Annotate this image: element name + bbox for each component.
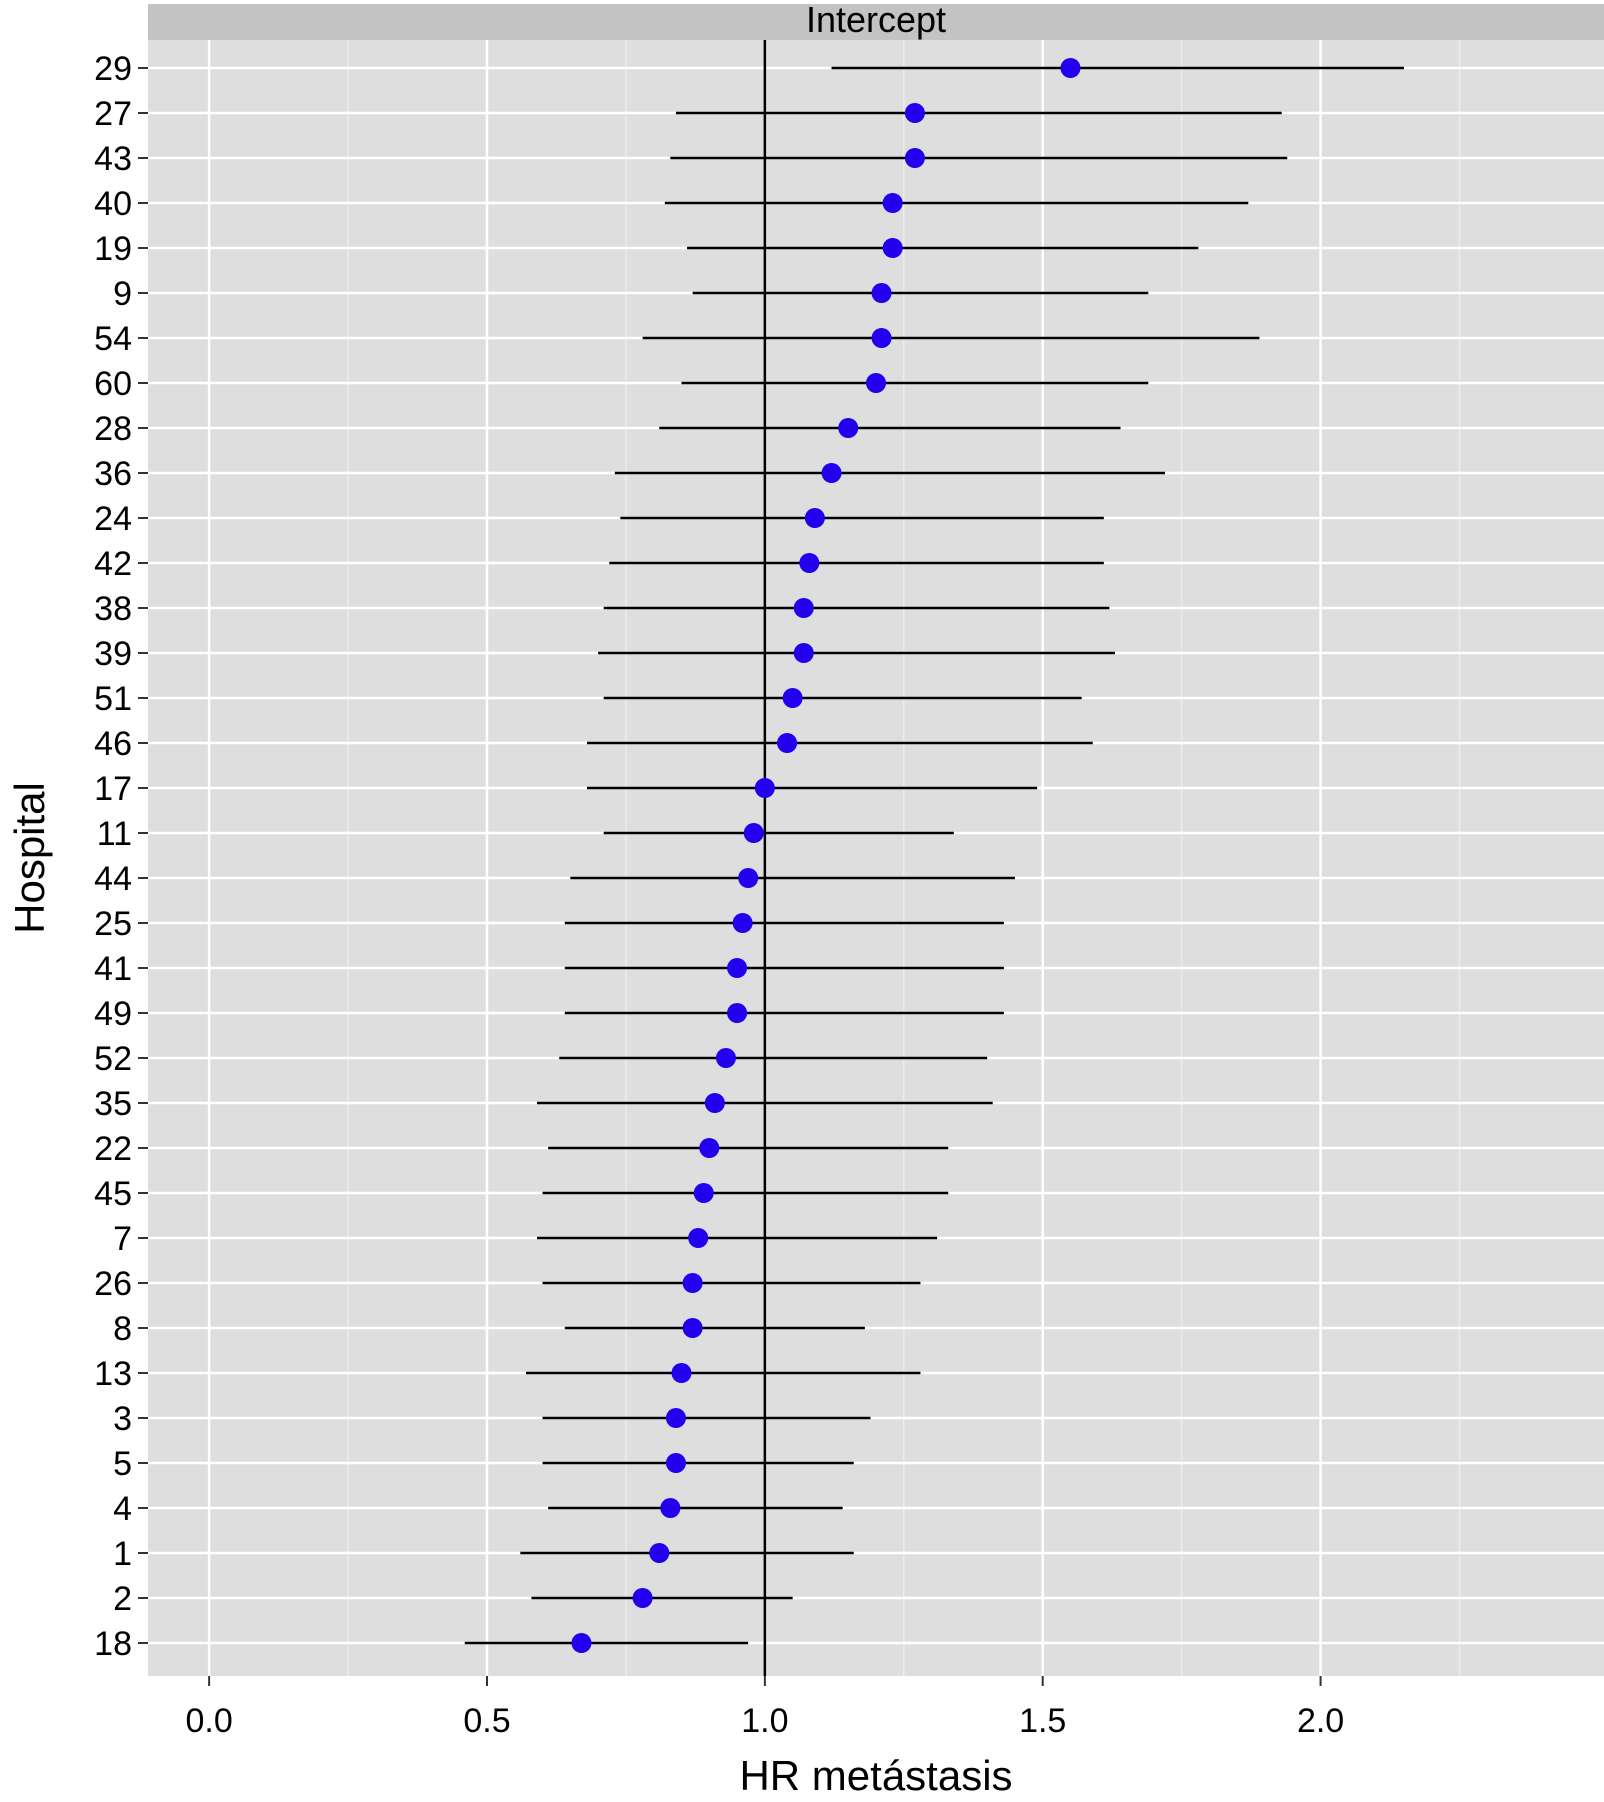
plot-panel [148,40,1604,1676]
estimate-point-hospital-39 [793,643,814,663]
facet-strip [148,4,1604,40]
y-tick-label: 4 [113,1490,132,1528]
estimate-point-hospital-25 [732,913,753,933]
y-tick-label: 28 [94,410,132,448]
estimate-point-hospital-22 [699,1138,720,1158]
estimate-point-hospital-19 [882,238,903,258]
estimate-point-hospital-52 [715,1048,736,1068]
estimate-point-hospital-45 [693,1183,714,1203]
x-tick-label: 0.5 [463,1702,510,1740]
x-axis-title: HR metástasis [739,1752,1012,1799]
y-tick-label: 39 [94,635,132,673]
y-tick-label: 11 [97,815,132,853]
estimate-point-hospital-8 [682,1318,703,1338]
estimate-point-hospital-26 [682,1273,703,1293]
x-axis-ticks: 0.0 0.5 1.0 1.5 2.0 [185,1676,1344,1740]
estimate-point-hospital-5 [665,1453,686,1473]
y-tick-label: 40 [94,185,132,223]
estimate-point-hospital-44 [738,868,759,888]
estimate-point-hospital-24 [804,508,825,528]
y-tick-label: 8 [113,1310,132,1348]
y-tick-label: 19 [94,230,132,268]
y-tick-label: 2 [113,1580,132,1618]
estimate-point-hospital-4 [660,1498,681,1518]
facet-label: Intercept [806,0,946,40]
y-tick-label: 1 [113,1535,132,1573]
y-tick-label: 35 [94,1085,132,1123]
y-tick-label: 29 [94,50,132,88]
y-tick-label: 5 [113,1445,132,1483]
estimate-point-hospital-13 [671,1363,692,1383]
y-tick-label: 60 [94,365,132,403]
estimate-point-hospital-27 [904,103,925,123]
y-tick-label: 38 [94,590,132,628]
estimate-point-hospital-36 [821,463,842,483]
y-tick-label: 45 [94,1175,132,1213]
y-tick-label: 52 [94,1040,132,1078]
y-tick-label: 41 [94,950,132,988]
estimate-point-hospital-38 [793,598,814,618]
y-tick-label: 44 [94,860,132,898]
y-tick-label: 9 [113,275,132,313]
estimate-point-hospital-17 [754,778,775,798]
x-tick-label: 1.5 [1019,1702,1066,1740]
y-tick-label: 49 [94,995,132,1033]
y-tick-label: 36 [94,455,132,493]
estimate-point-hospital-60 [866,373,886,393]
estimate-point-hospital-29 [1060,58,1081,78]
estimate-point-hospital-28 [838,418,859,438]
y-tick-label: 42 [94,545,132,583]
y-tick-label: 51 [94,680,132,718]
estimate-points [571,58,1081,1653]
estimate-point-hospital-51 [782,688,803,708]
estimate-point-hospital-43 [904,148,925,168]
y-tick-label: 25 [94,905,132,943]
estimate-point-hospital-40 [882,193,903,213]
y-tick-label: 13 [94,1355,132,1393]
y-tick-label: 43 [94,140,132,178]
estimate-point-hospital-1 [649,1543,670,1563]
estimate-point-hospital-9 [871,283,892,303]
y-tick-label: 18 [94,1625,132,1663]
estimate-point-hospital-11 [743,823,764,843]
x-tick-label: 2.0 [1297,1702,1344,1740]
estimate-point-hospital-7 [688,1228,709,1248]
estimate-point-hospital-41 [727,958,748,978]
y-axis-ticks: 2927434019954602836244238395146171144254… [94,50,148,1663]
estimate-point-hospital-3 [665,1408,686,1428]
estimate-point-hospital-49 [727,1003,748,1023]
y-tick-label: 27 [94,95,132,133]
x-tick-label: 0.0 [185,1702,232,1740]
y-tick-label: 17 [94,770,132,808]
estimate-point-hospital-18 [571,1633,592,1653]
estimate-point-hospital-46 [777,733,798,753]
x-tick-label: 1.0 [741,1702,788,1740]
y-tick-label: 3 [113,1400,132,1438]
y-tick-label: 26 [94,1265,132,1303]
confidence-intervals [464,66,1404,1645]
estimate-point-hospital-54 [871,328,892,348]
y-tick-label: 7 [113,1220,132,1258]
y-tick-label: 46 [94,725,132,763]
estimate-point-hospital-35 [704,1093,725,1113]
y-tick-label: 22 [94,1130,132,1168]
y-tick-label: 24 [94,500,132,538]
y-axis-title: Hospital [6,782,53,934]
y-tick-label: 54 [94,320,132,358]
minor-gridlines [347,40,1461,1676]
estimate-point-hospital-2 [632,1588,653,1608]
estimate-point-hospital-42 [799,553,820,573]
